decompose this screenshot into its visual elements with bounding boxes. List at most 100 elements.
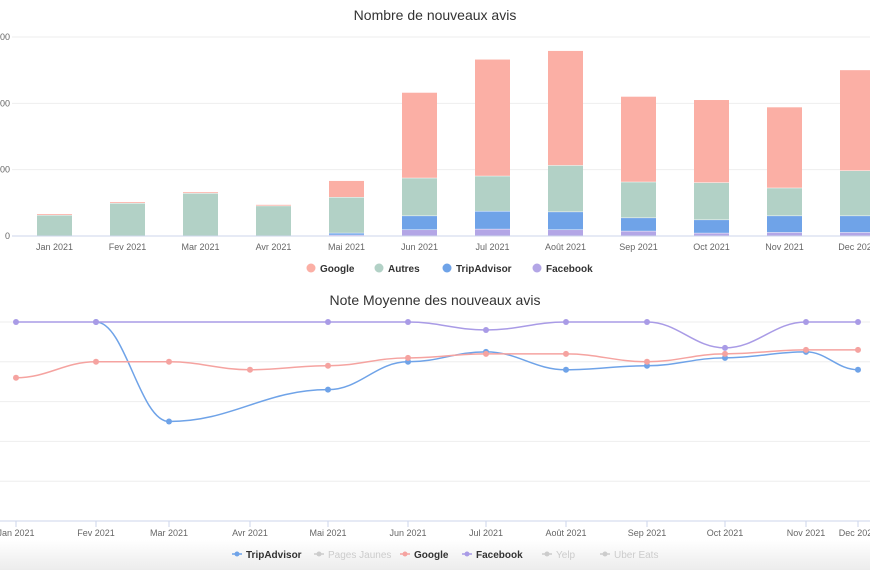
legend-item-uber-eats[interactable]: Uber Eats [614, 550, 658, 561]
point-google [13, 374, 19, 381]
point-facebook [405, 319, 411, 325]
bar-facebook[interactable] [329, 235, 364, 236]
bar-tripadvisor[interactable] [840, 216, 870, 233]
legend-item-pages-jaunes[interactable]: Pages Jaunes [328, 550, 391, 561]
bar-autres[interactable] [767, 188, 802, 216]
x-tick-label: Nov 2021 [765, 242, 804, 252]
legend-item-facebook[interactable]: Facebook [546, 264, 593, 275]
legend-item-facebook[interactable]: Facebook [476, 550, 523, 561]
bar-facebook[interactable] [694, 233, 729, 236]
x-tick-label: Oct 2021 [693, 242, 730, 252]
legend-item-google[interactable]: Google [414, 550, 449, 561]
bar-autres[interactable] [256, 206, 291, 236]
x-tick-label: Oct 2021 [707, 528, 744, 538]
bar-google[interactable] [475, 59, 510, 176]
point-facebook [483, 326, 489, 333]
bar-autres[interactable] [621, 182, 656, 218]
bar-tripadvisor[interactable] [694, 220, 729, 233]
bar-tripadvisor[interactable] [548, 212, 583, 230]
legend-marker-icon [442, 263, 452, 273]
chart-title: Note Moyenne des nouveaux avis [330, 292, 541, 308]
x-tick-label: Août 2021 [545, 528, 586, 538]
bar-google[interactable] [694, 100, 729, 183]
x-tick-label: Dec 2021 [838, 242, 870, 252]
bar-autres[interactable] [402, 178, 437, 216]
x-tick-label: Fev 2021 [109, 242, 147, 252]
bar-facebook[interactable] [767, 232, 802, 236]
bar-autres[interactable] [329, 197, 364, 233]
legend-item-tripadvisor[interactable]: TripAdvisor [246, 550, 302, 561]
bar-tripadvisor[interactable] [402, 216, 437, 230]
bar-autres[interactable] [37, 215, 72, 236]
legend-marker-icon [532, 263, 542, 273]
x-tick-label: Mai 2021 [328, 242, 365, 252]
bar-google[interactable] [402, 92, 437, 178]
bar-google[interactable] [767, 107, 802, 188]
bar-tripadvisor[interactable] [621, 218, 656, 231]
x-tick-label: Mar 2021 [181, 242, 219, 252]
legend-marker-icon [544, 551, 550, 557]
point-facebook [722, 344, 728, 351]
x-tick-label: Mai 2021 [309, 528, 346, 538]
x-tick-label: Dec 2021 [839, 528, 870, 538]
legend-item-tripadvisor[interactable]: TripAdvisor [456, 264, 512, 275]
line-facebook [16, 321, 858, 349]
bar-facebook[interactable] [548, 230, 583, 236]
point-tripadvisor [483, 348, 489, 355]
x-tick-label: Nov 2021 [787, 528, 826, 538]
bar-google[interactable] [621, 96, 656, 182]
bar-google[interactable] [256, 204, 291, 206]
point-google [405, 354, 411, 361]
bar-facebook[interactable] [402, 230, 437, 236]
legend-item-autres[interactable]: Autres [388, 264, 420, 275]
legend-marker-icon [316, 551, 322, 557]
point-facebook [13, 319, 19, 325]
bar-tripadvisor[interactable] [329, 233, 364, 235]
point-tripadvisor [803, 348, 809, 355]
point-google [722, 350, 728, 357]
bar-google[interactable] [183, 192, 218, 194]
legend-marker-icon [602, 551, 608, 557]
legend-item-yelp[interactable]: Yelp [556, 550, 576, 561]
bar-autres[interactable] [183, 193, 218, 236]
bar-google[interactable] [37, 214, 72, 215]
bar-autres[interactable] [110, 203, 145, 236]
bar-google[interactable] [110, 202, 145, 203]
x-tick-label: Sep 2021 [628, 528, 667, 538]
bar-google[interactable] [548, 50, 583, 166]
bar-autres[interactable] [475, 176, 510, 211]
point-facebook [93, 319, 99, 325]
point-tripadvisor [405, 358, 411, 365]
bar-google[interactable] [840, 70, 870, 171]
x-tick-label: Jul 2021 [475, 242, 509, 252]
y-tick-label: 0 [5, 231, 10, 241]
legend-marker-icon [464, 551, 470, 557]
legend-item-google[interactable]: Google [320, 264, 355, 275]
x-tick-label: Jun 2021 [401, 242, 438, 252]
point-facebook [563, 319, 569, 325]
point-google [483, 350, 489, 357]
point-tripadvisor [855, 366, 861, 373]
point-google [855, 346, 861, 353]
bar-autres[interactable] [840, 170, 870, 216]
point-google [803, 346, 809, 353]
bar-facebook[interactable] [621, 231, 656, 236]
point-facebook [855, 319, 861, 325]
point-tripadvisor [722, 354, 728, 361]
line-tripadvisor [95, 321, 859, 423]
point-facebook [803, 319, 809, 325]
bar-tripadvisor[interactable] [767, 216, 802, 233]
bar-facebook[interactable] [840, 232, 870, 236]
point-facebook [644, 319, 650, 325]
bar-autres[interactable] [694, 182, 729, 220]
x-tick-label: Mar 2021 [150, 528, 188, 538]
bar-facebook[interactable] [475, 229, 510, 236]
point-tripadvisor [644, 362, 650, 369]
x-tick-label: Jun 2021 [389, 528, 426, 538]
bar-autres[interactable] [548, 165, 583, 212]
bar-tripadvisor[interactable] [475, 211, 510, 229]
bar-google[interactable] [329, 180, 364, 198]
x-tick-label: Août 2021 [545, 242, 586, 252]
x-tick-label: Jan 2021 [36, 242, 73, 252]
point-tripadvisor [563, 366, 569, 373]
